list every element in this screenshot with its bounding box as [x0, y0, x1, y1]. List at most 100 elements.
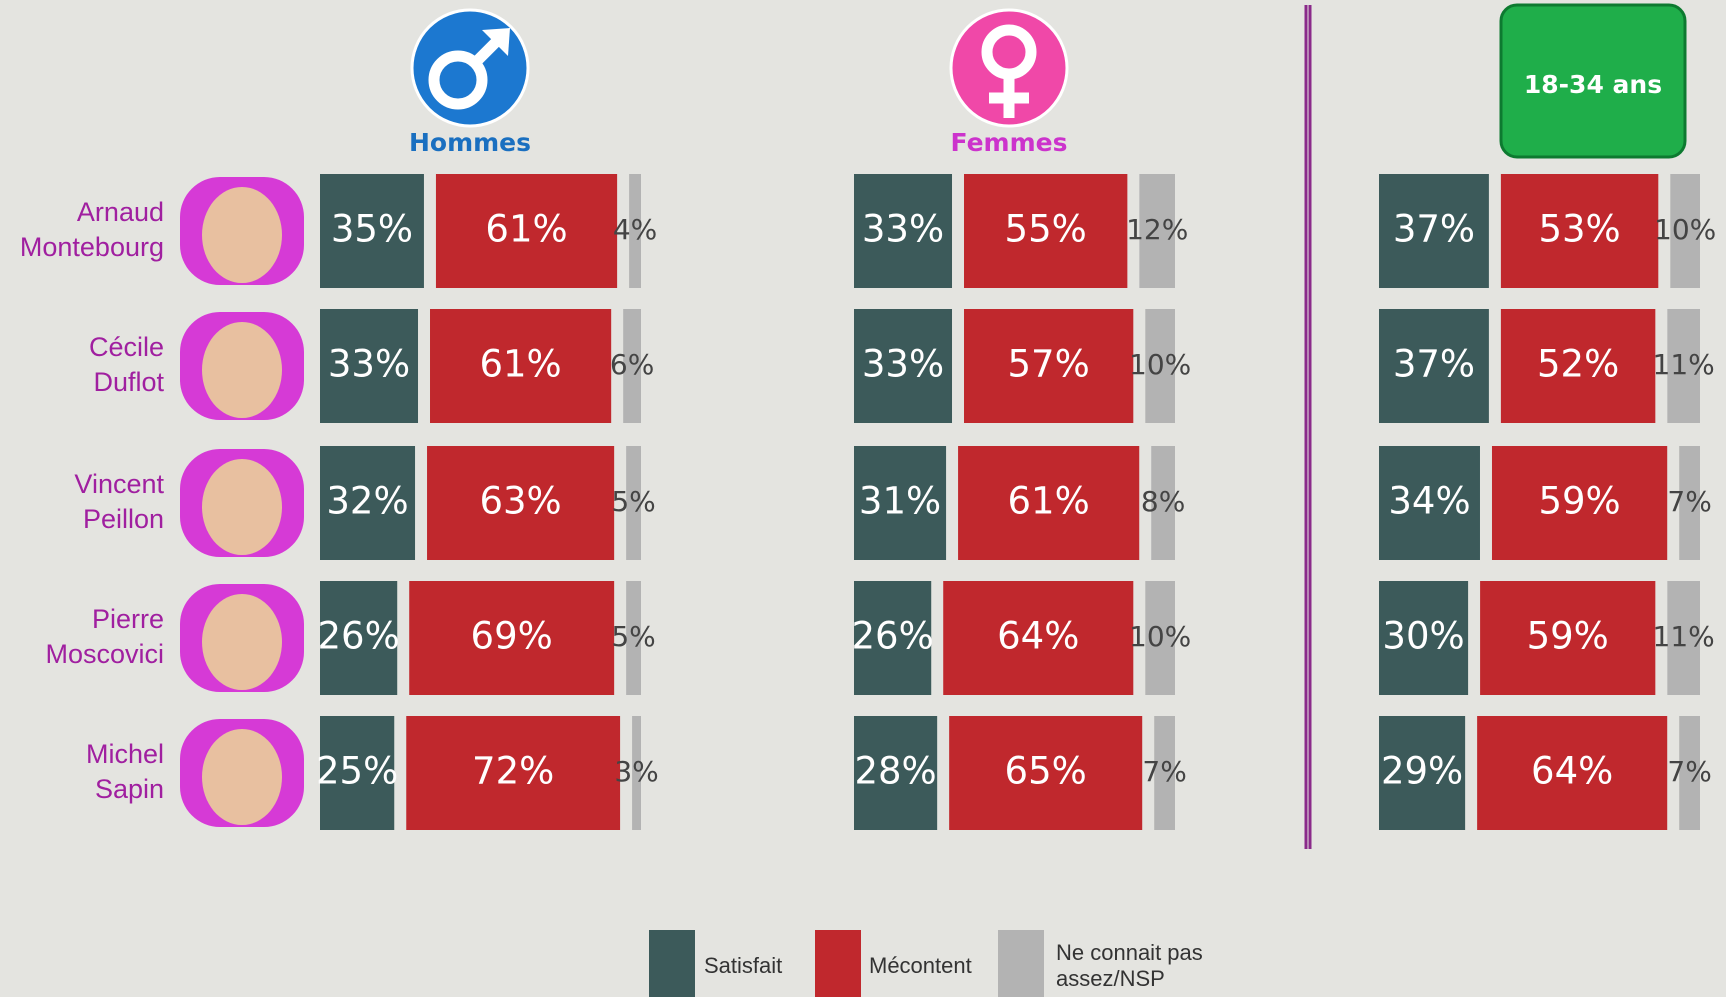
bar [1379, 446, 1480, 560]
value-label: 37% [1393, 208, 1475, 251]
bar [1477, 716, 1668, 830]
value-label: 33% [328, 343, 410, 386]
bar [964, 309, 1134, 423]
bar [1679, 716, 1700, 830]
legend-swatch [649, 930, 695, 997]
bar [964, 174, 1128, 288]
category-label: Michel Sapin [85, 739, 164, 804]
legend-swatch [815, 930, 861, 997]
female-icon [949, 8, 1069, 128]
value-label: 29% [1381, 750, 1463, 793]
bar [1667, 581, 1700, 695]
value-label: 5% [611, 620, 655, 653]
bar [1145, 309, 1175, 423]
value-label: 72% [472, 750, 554, 793]
bar [1379, 309, 1489, 423]
bar [1679, 446, 1700, 560]
bar [409, 581, 615, 695]
bar [629, 174, 641, 288]
bar [623, 309, 641, 423]
photo-face [202, 459, 282, 555]
value-label: 53% [1538, 208, 1620, 251]
age-badge [1499, 3, 1687, 159]
photo-face [202, 729, 282, 825]
value-label: 11% [1653, 348, 1715, 381]
bar [320, 716, 395, 830]
bar [430, 309, 612, 423]
male-icon [410, 8, 530, 128]
value-label: 64% [1531, 750, 1613, 793]
value-label: 25% [316, 750, 398, 793]
value-label: 32% [326, 480, 408, 523]
bar [854, 716, 938, 830]
legend-label: Satisfait [704, 953, 783, 978]
bar [1145, 581, 1175, 695]
bar [854, 174, 953, 288]
bar [958, 446, 1140, 560]
value-label: 31% [859, 480, 941, 523]
bar [406, 716, 621, 830]
category-label: Arnaud Montebourg [19, 197, 164, 262]
photo-face [202, 322, 282, 418]
panel-title: 18-34 ans [1524, 70, 1662, 99]
category-label: Vincent Peillon [74, 469, 164, 534]
bar [854, 446, 947, 560]
bar [854, 581, 932, 695]
photo-face [202, 187, 282, 283]
panel-title: Hommes [409, 128, 531, 157]
value-label: 26% [851, 615, 933, 658]
value-label: 5% [611, 485, 655, 518]
bar [1151, 446, 1175, 560]
value-label: 63% [479, 480, 561, 523]
bar [943, 581, 1134, 695]
bar [1154, 716, 1175, 830]
value-label: 61% [485, 208, 567, 251]
bar [1480, 581, 1656, 695]
value-label: 52% [1537, 343, 1619, 386]
bar [854, 309, 953, 423]
bar [1667, 309, 1700, 423]
value-label: 7% [1142, 755, 1186, 788]
value-label: 35% [331, 208, 413, 251]
value-label: 7% [1667, 755, 1711, 788]
value-label: 10% [1654, 213, 1716, 246]
bar [1379, 581, 1469, 695]
value-label: 61% [1008, 480, 1090, 523]
value-label: 26% [317, 615, 399, 658]
bar [1670, 174, 1700, 288]
value-label: 8% [1141, 485, 1185, 518]
value-label: 69% [471, 615, 553, 658]
legend-label: Mécontent [869, 953, 972, 978]
value-label: 55% [1005, 208, 1087, 251]
legend-swatch [998, 930, 1044, 997]
bar [1379, 174, 1489, 288]
bar [949, 716, 1143, 830]
category-label: Pierre Moscovici [45, 604, 164, 669]
bar [320, 446, 416, 560]
value-label: 6% [610, 348, 654, 381]
value-label: 30% [1382, 615, 1464, 658]
bar [626, 446, 641, 560]
bar [626, 581, 641, 695]
value-label: 3% [614, 755, 658, 788]
value-label: 64% [997, 615, 1079, 658]
bar [320, 581, 398, 695]
bar [435, 174, 618, 288]
value-label: 4% [613, 213, 657, 246]
value-label: 7% [1667, 485, 1711, 518]
photo-face [202, 594, 282, 690]
value-label: 33% [862, 343, 944, 386]
bar [1139, 174, 1175, 288]
bar [1379, 716, 1466, 830]
value-label: 59% [1538, 480, 1620, 523]
bar [1500, 309, 1656, 423]
value-label: 10% [1129, 620, 1191, 653]
legend-label: Ne connait pas assez/NSP [1056, 940, 1203, 991]
value-label: 11% [1653, 620, 1715, 653]
bar [632, 716, 641, 830]
value-label: 57% [1008, 343, 1090, 386]
bar [1491, 446, 1668, 560]
value-label: 12% [1126, 213, 1188, 246]
